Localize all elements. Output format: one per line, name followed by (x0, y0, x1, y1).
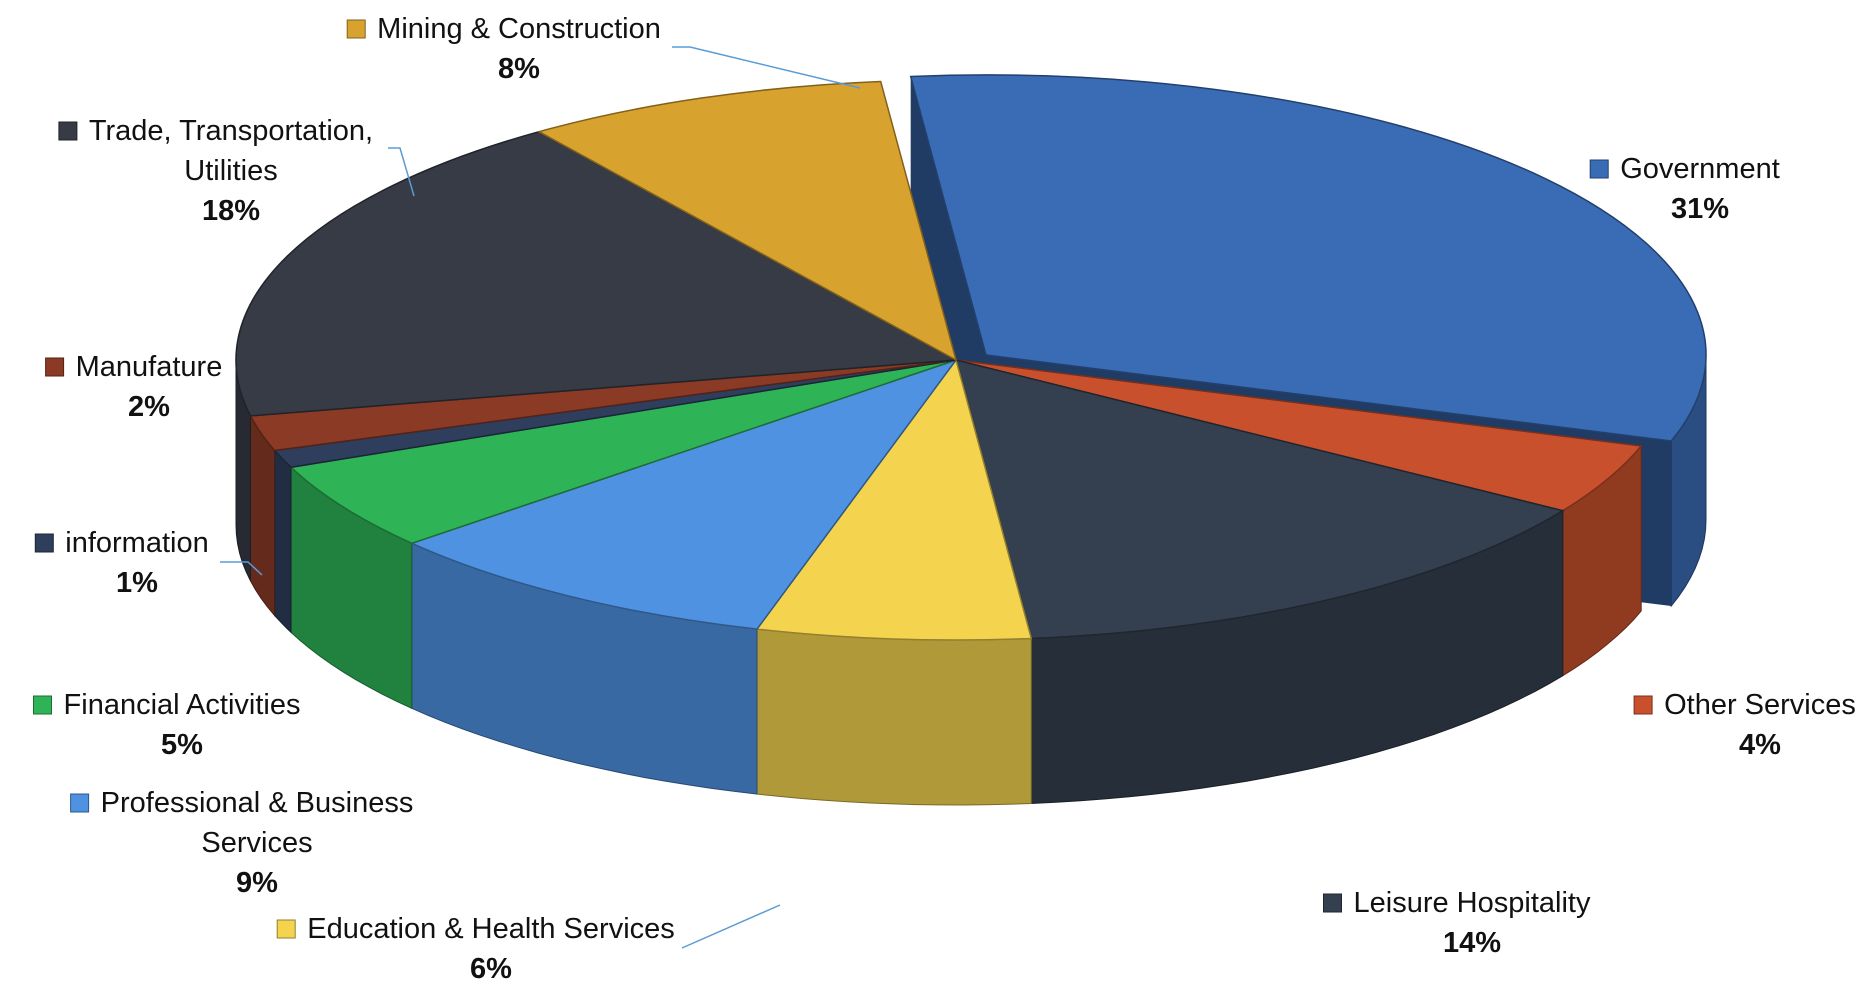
data-labels: Government 31% Other Services 4% Leisure Hos… (33, 13, 1856, 985)
legend-key-swatch (45, 357, 65, 377)
pie-slice-leisure-hospitality (954, 358, 1565, 640)
legend-key-swatch (1323, 893, 1342, 913)
legend-key-swatch (346, 19, 366, 39)
pie-slice-government (909, 74, 1707, 442)
category-label: information (65, 527, 208, 559)
data-label: Education & Health Services 6% (276, 913, 675, 985)
pie-slice-financial-activities (289, 359, 957, 545)
category-label: Other Services (1664, 689, 1856, 721)
percent-label: 31% (1671, 193, 1729, 225)
percent-label: 18% (202, 195, 260, 227)
legend-key-swatch (1633, 695, 1653, 715)
percent-label: 9% (236, 867, 278, 899)
legend-key-swatch (70, 793, 90, 813)
category-label: Trade, Transportation, (89, 115, 373, 147)
category-label: Government (1620, 153, 1780, 185)
percent-label: 14% (1443, 927, 1501, 959)
data-label: Trade, Transportation, Utilities 18% (58, 115, 373, 227)
pie-slice-mining-construction (537, 80, 958, 362)
percent-label: 5% (161, 729, 203, 761)
legend-key-swatch (276, 919, 296, 939)
percent-label: 8% (498, 53, 540, 85)
pie-slice-trade-transportation-utilities (235, 130, 959, 417)
leader-lines (220, 46, 861, 949)
category-label: Mining & Construction (377, 13, 661, 45)
pie-slice-other-services (955, 359, 1643, 512)
data-label: Leisure Hospitality 14% (1323, 887, 1591, 959)
category-label: Education & Health Services (307, 913, 675, 945)
legend-key-swatch (34, 533, 54, 553)
legend-key-swatch (33, 695, 52, 715)
data-label: Mining & Construction 8% (346, 13, 661, 85)
pie-slice-side (756, 628, 1032, 806)
category-label: Leisure Hospitality (1354, 887, 1591, 919)
leader-line (220, 561, 263, 576)
legend-key-swatch (58, 121, 78, 141)
category-label: Financial Activities (64, 689, 301, 721)
percent-label: 2% (128, 391, 170, 423)
data-label: Professional & Business Services 9% (70, 787, 414, 899)
pie-slice-professional-business-services (409, 358, 959, 630)
pie-slice-education-health-services (755, 358, 1033, 641)
data-label: Other Services 4% (1633, 689, 1856, 761)
category-label: Professional & Business (101, 787, 414, 819)
percent-label: 6% (470, 953, 512, 985)
leader-line (672, 46, 861, 89)
leader-line (681, 904, 781, 949)
leader-line (388, 147, 415, 197)
pie-top-layer (235, 74, 1707, 641)
data-label: Financial Activities 5% (33, 689, 301, 761)
data-label: information 1% (34, 527, 209, 599)
legend-key-swatch (1589, 159, 1609, 179)
percent-label: 4% (1739, 729, 1781, 761)
pie-slice-side (274, 449, 292, 634)
data-label: Manufature 2% (45, 351, 223, 423)
percent-label: 1% (116, 567, 158, 599)
category-label: Utilities (184, 155, 277, 187)
data-label: Government 31% (1589, 153, 1780, 225)
category-label: Manufature (76, 351, 223, 383)
category-label: Services (201, 827, 312, 859)
